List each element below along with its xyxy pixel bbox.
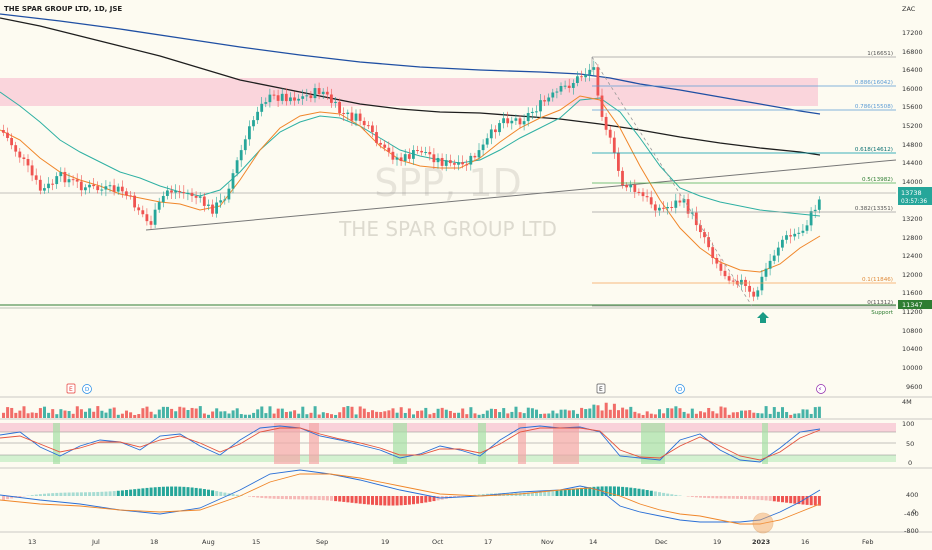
svg-text:14800: 14800	[902, 141, 923, 149]
bar-countdown: 03:57:36	[901, 199, 927, 205]
resistance-zone	[0, 78, 818, 106]
svg-text:Nov: Nov	[541, 538, 554, 546]
fib-label-01: 0.1(11846)	[862, 277, 893, 283]
svg-text:14400: 14400	[902, 159, 923, 167]
fib-label-0618: 0.618(14612)	[855, 147, 893, 153]
sma-long-line	[0, 17, 821, 156]
support-price: 11347	[902, 301, 923, 309]
svg-text:10000: 10000	[902, 364, 923, 372]
currency-label: ZAC	[902, 5, 916, 13]
price-axis[interactable]: 17200 16800 16400 16000 15600 15200 1480…	[902, 29, 923, 391]
svg-text:Jul: Jul	[91, 538, 100, 546]
svg-text:Oct: Oct	[432, 538, 444, 546]
svg-text:11200: 11200	[902, 308, 923, 316]
event-marker-dividend-2[interactable]: D	[675, 384, 685, 394]
svg-text:16800: 16800	[902, 48, 923, 56]
volume-histogram[interactable]	[2, 402, 821, 418]
support-label: Support	[871, 310, 894, 316]
sma-blue-line	[0, 13, 821, 115]
svg-text:16: 16	[801, 538, 809, 546]
ema-orange-line	[0, 95, 821, 273]
svg-text:10400: 10400	[902, 345, 923, 353]
svg-text:18: 18	[150, 538, 158, 546]
watermark-name: THE SPAR GROUP LTD	[338, 217, 557, 241]
svg-text:E: E	[599, 386, 603, 393]
svg-text:12400: 12400	[902, 252, 923, 260]
svg-text:15200: 15200	[902, 122, 923, 130]
svg-text:14000: 14000	[902, 178, 923, 186]
svg-text:15600: 15600	[902, 103, 923, 111]
svg-text:19: 19	[381, 538, 389, 546]
ema-teal-line	[0, 91, 821, 217]
chart-title: THE SPAR GROUP LTD, 1D, JSE	[4, 5, 123, 13]
svg-text:Dec: Dec	[655, 538, 668, 546]
svg-text:10800: 10800	[902, 327, 923, 335]
svg-text:12000: 12000	[902, 271, 923, 279]
event-marker-earnings-2[interactable]: E	[596, 383, 606, 394]
fib-label-0886: 0.886(16042)	[855, 80, 893, 86]
stoch-label-0: 0	[908, 459, 912, 467]
svg-text:2023: 2023	[752, 538, 770, 546]
svg-text:D: D	[678, 387, 682, 393]
stoch-label-50: 50	[906, 440, 914, 448]
svg-text:Sep: Sep	[316, 538, 328, 546]
svg-text:E: E	[69, 386, 73, 393]
svg-text:16000: 16000	[902, 85, 923, 93]
fib-label-05: 0.5(13982)	[862, 177, 893, 183]
volume-scale-label: 4M	[902, 398, 912, 406]
svg-text:11600: 11600	[902, 289, 923, 297]
stochastic-pane[interactable]	[0, 423, 896, 464]
svg-text:Aug: Aug	[202, 538, 215, 546]
stoch-label-100: 100	[902, 420, 914, 428]
macd-label-0: 0	[912, 508, 916, 516]
svg-text:17200: 17200	[902, 29, 923, 37]
support-price-badge	[898, 300, 932, 309]
rising-trendline	[145, 159, 897, 231]
event-marker-dividend[interactable]: D	[82, 384, 92, 394]
svg-text:16400: 16400	[902, 66, 923, 74]
svg-text:14: 14	[589, 538, 597, 546]
svg-text:15: 15	[252, 538, 260, 546]
fib-label-0786: 0.786(15508)	[855, 104, 893, 110]
fib-label-0: 0(11312)	[867, 300, 893, 306]
candlestick-series[interactable]	[2, 60, 821, 302]
fib-label-0382: 0.382(13351)	[855, 206, 893, 212]
svg-text:12800: 12800	[902, 234, 923, 242]
svg-text:⚡: ⚡	[818, 386, 822, 393]
current-price-badge	[898, 187, 932, 205]
event-marker-flash[interactable]: ⚡	[816, 384, 826, 394]
macd-label-m400: -400	[904, 510, 919, 518]
time-axis[interactable]: 13 Jul 18 Aug 15 Sep 19 Oct 17 Nov 14 De…	[28, 538, 874, 546]
current-price: 13738	[901, 189, 922, 197]
arrow-up-icon	[757, 312, 769, 323]
macd-label-400: 400	[906, 491, 918, 499]
macd-histogram[interactable]	[2, 486, 821, 506]
svg-text:17: 17	[484, 538, 492, 546]
svg-text:13: 13	[28, 538, 36, 546]
svg-text:19: 19	[713, 538, 721, 546]
macd-lines[interactable]	[0, 469, 821, 534]
event-marker-earnings[interactable]: E	[66, 383, 76, 394]
svg-text:13200: 13200	[902, 215, 923, 223]
svg-text:9600: 9600	[906, 383, 923, 391]
fib-label-1: 1(16651)	[867, 51, 893, 57]
svg-text:D: D	[85, 387, 89, 393]
fibonacci-retracement[interactable]	[591, 56, 896, 307]
macd-label-m800: -800	[904, 527, 919, 535]
svg-text:Feb: Feb	[862, 538, 874, 546]
